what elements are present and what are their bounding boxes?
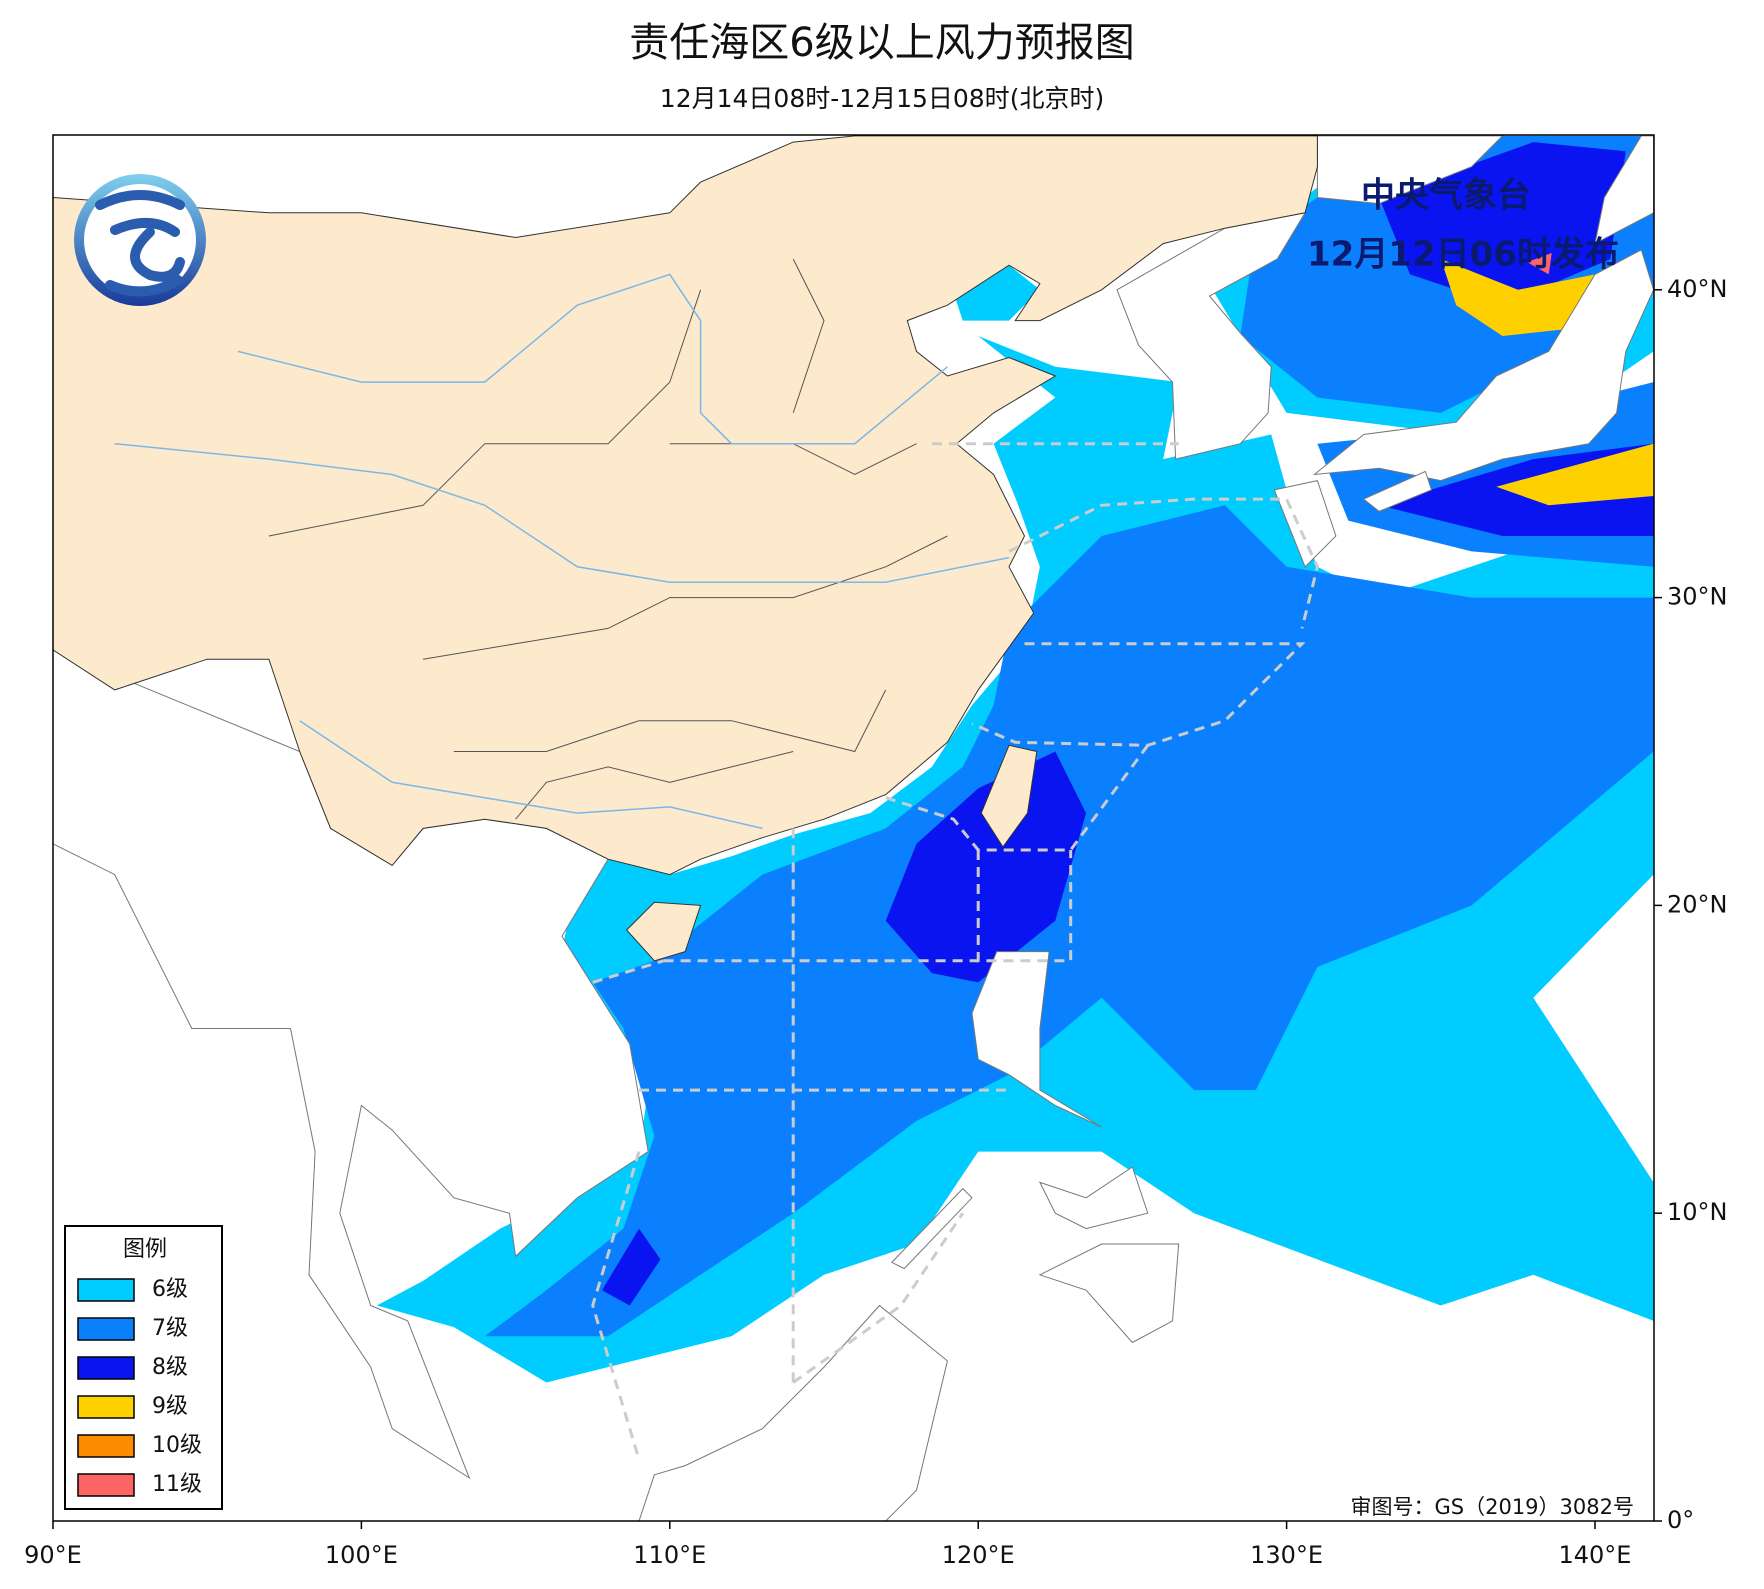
legend-swatch <box>77 1356 135 1380</box>
map-title: 责任海区6级以上风力预报图 <box>629 20 1134 66</box>
wind-level-9 <box>1440 259 1595 336</box>
land-mindanao <box>1038 1243 1180 1344</box>
land-shikoku <box>1362 470 1433 512</box>
legend-swatch <box>77 1278 135 1302</box>
y-tick-label: 40°N <box>1667 275 1728 303</box>
wind-level-9 <box>1496 443 1654 506</box>
issue-time: 12月12日06时发布 <box>1307 235 1619 275</box>
legend-swatch <box>77 1317 135 1341</box>
land-luzon <box>971 951 1102 1128</box>
x-tick-label: 140°E <box>1559 1541 1632 1569</box>
logo <box>74 174 206 306</box>
province-border <box>423 535 948 660</box>
axes: 90°E 100°E 110°E 120°E 130°E 140°E 0° 10°N 20°N 3… <box>24 275 1727 1569</box>
x-tick-label: 110°E <box>633 1541 706 1569</box>
legend-label: 6级 <box>152 1277 188 1302</box>
land-russia <box>1316 135 1504 205</box>
x-tick-label: 120°E <box>942 1541 1015 1569</box>
land-china <box>53 135 1318 876</box>
land-taiwan <box>980 744 1038 848</box>
issuer: 中央气象台 <box>1361 176 1531 216</box>
river <box>299 720 763 830</box>
zone-boundary <box>971 642 1306 747</box>
y-tick-label: 10°N <box>1667 1198 1728 1226</box>
y-tick-label: 20°N <box>1667 890 1728 918</box>
zone-boundary <box>591 1151 641 1460</box>
land-hainan <box>625 901 702 962</box>
province-border <box>792 258 825 414</box>
y-tick-label: 30°N <box>1667 583 1728 611</box>
legend-swatch <box>77 1395 135 1419</box>
legend-label: 11级 <box>152 1472 202 1497</box>
y-tick-label: 0° <box>1667 1506 1694 1534</box>
wind-level-8 <box>1379 142 1626 306</box>
legend-title: 图例 <box>123 1237 167 1262</box>
legend-label: 8级 <box>152 1355 188 1380</box>
land-visayas <box>1038 1166 1149 1230</box>
province-border <box>453 689 887 753</box>
land-hokkaido <box>1594 135 1654 245</box>
zone-boundary <box>592 959 665 984</box>
map-subtitle: 12月14日08时-12月15日08时(北京时) <box>660 84 1104 113</box>
approval-number: 审图号：GS（2019）3082号 <box>1351 1495 1635 1519</box>
x-tick-label: 100°E <box>325 1541 398 1569</box>
x-tick-label: 90°E <box>24 1541 82 1569</box>
zone-boundary <box>792 1212 965 1384</box>
legend-swatch <box>77 1434 135 1458</box>
legend-swatch <box>77 1473 135 1497</box>
land-kyushu <box>1273 480 1337 568</box>
province-border <box>268 289 702 537</box>
river <box>237 273 948 445</box>
wind-level-8 <box>602 1228 661 1306</box>
wind-level-8 <box>885 751 1087 983</box>
river <box>114 442 1010 583</box>
legend-label: 10级 <box>152 1433 202 1458</box>
map-frame <box>52 134 1655 1522</box>
x-tick-label: 130°E <box>1250 1541 1323 1569</box>
map-area <box>53 135 1654 1521</box>
province-border <box>515 751 794 820</box>
legend-label: 9级 <box>152 1394 188 1419</box>
legend-label: 7级 <box>152 1316 188 1341</box>
wind-level-11 <box>1527 252 1552 275</box>
legend: 图例 6级 7级 8级 9级 10级 11级 <box>64 1225 223 1510</box>
land-borneo <box>638 1304 948 1521</box>
zone-boundary <box>1008 497 1319 629</box>
zone-boundary <box>976 850 1073 963</box>
land-palawan <box>890 1187 973 1270</box>
